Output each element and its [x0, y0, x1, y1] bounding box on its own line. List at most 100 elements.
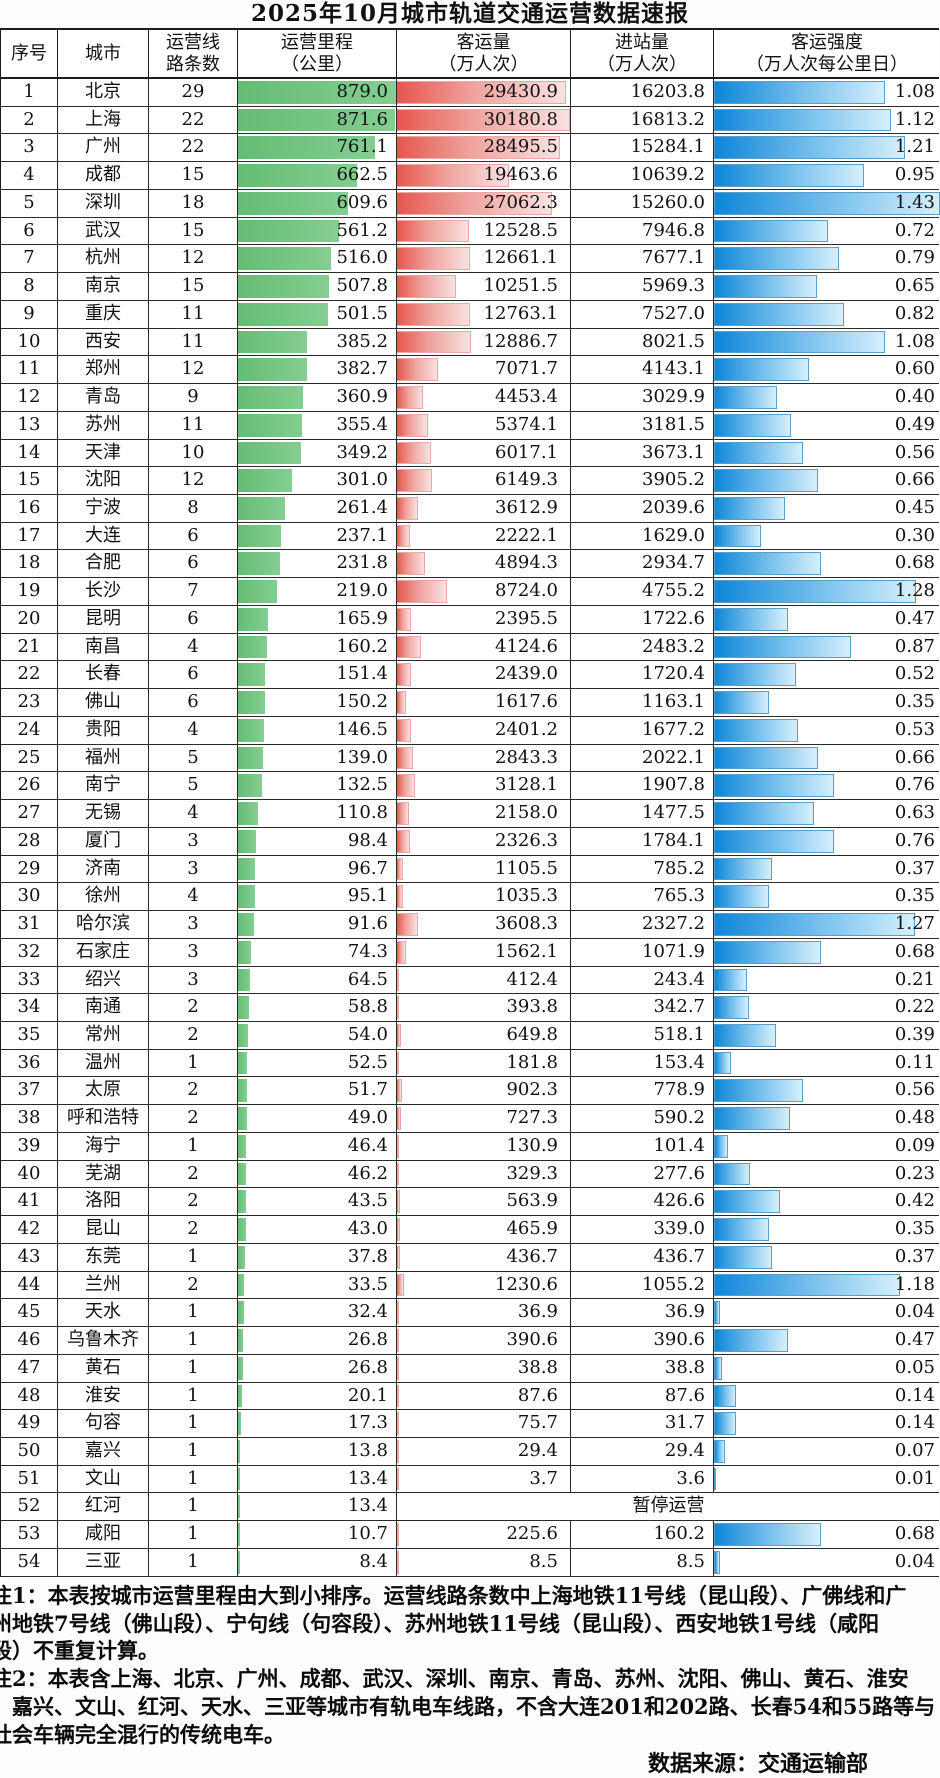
- volume-cell: 1035.3: [397, 883, 571, 911]
- volume-cell-text: 75.7: [517, 1412, 558, 1434]
- column-header-line: 客运强度: [791, 31, 863, 53]
- intensity-cell: 1.12: [714, 107, 940, 134]
- mileage-bar: [238, 136, 375, 160]
- rank-cell-text: 49: [17, 1412, 41, 1434]
- volume-bar: [397, 1523, 399, 1546]
- city-cell-text: 海宁: [85, 1134, 121, 1156]
- rank-cell-text: 43: [17, 1245, 41, 1267]
- city-cell: 太原: [58, 1077, 149, 1105]
- entries-cell-text: 153.4: [653, 1051, 705, 1073]
- intensity-cell-text: 0.22: [894, 996, 935, 1018]
- rank-cell: 35: [1, 1021, 58, 1049]
- intensity-cell-text: 0.79: [894, 247, 935, 269]
- mileage-bar: [238, 1218, 246, 1241]
- entries-cell: 426.6: [571, 1188, 714, 1216]
- line-count-cell-text: 6: [187, 663, 199, 685]
- entries-cell-text: 2483.2: [642, 635, 705, 657]
- line-count-cell: 4: [149, 800, 238, 827]
- volume-cell: 412.4: [397, 966, 571, 994]
- mileage-cell: 165.9: [238, 605, 397, 633]
- intensity-cell: 0.01: [714, 1466, 940, 1493]
- city-cell-text: 石家庄: [76, 940, 130, 962]
- table-row: 50 嘉兴 1 13.8 29.4 29.4 0.07: [1, 1437, 939, 1466]
- mileage-bar: [238, 857, 256, 881]
- entries-cell: 339.0: [571, 1216, 714, 1243]
- entries-cell: 243.4: [571, 966, 714, 994]
- mileage-cell: 43.0: [238, 1216, 397, 1243]
- mileage-bar: [238, 330, 308, 354]
- line-count-cell-text: 1: [187, 1134, 199, 1156]
- mileage-cell: 219.0: [238, 578, 397, 605]
- entries-cell-text: 8.5: [676, 1550, 705, 1572]
- volume-cell: 6149.3: [397, 467, 571, 495]
- volume-cell: 27062.3: [397, 189, 571, 217]
- mileage-cell: 146.5: [238, 716, 397, 744]
- entries-cell-text: 2022.1: [642, 746, 705, 768]
- line-count-cell-text: 1: [187, 1329, 199, 1351]
- rank-cell-text: 8: [23, 275, 35, 297]
- city-cell: 兰州: [58, 1271, 149, 1299]
- line-count-cell-text: 22: [181, 108, 205, 130]
- intensity-cell: 0.30: [714, 523, 940, 550]
- volume-cell-text: 1617.6: [495, 691, 558, 713]
- city-cell-text: 郑州: [85, 358, 121, 380]
- mileage-cell-text: 382.7: [336, 358, 388, 380]
- volume-cell: 2158.0: [397, 800, 571, 827]
- intensity-bar: [714, 1550, 721, 1574]
- rank-cell: 41: [1, 1188, 58, 1216]
- volume-bar: [397, 302, 471, 326]
- mileage-cell: 879.0: [238, 79, 397, 106]
- mileage-cell-text: 49.0: [347, 1107, 388, 1129]
- intensity-cell-text: 1.08: [894, 81, 935, 102]
- city-cell-text: 绍兴: [85, 968, 121, 990]
- mileage-cell-text: 58.8: [347, 996, 388, 1018]
- mileage-bar: [238, 469, 293, 493]
- line-count-cell: 1: [149, 1521, 238, 1548]
- entries-cell: 7527.0: [571, 300, 714, 328]
- mileage-bar: [238, 1190, 246, 1214]
- rank-cell-text: 27: [17, 802, 41, 824]
- table-row: 17 大连 6 237.1 2222.1 1629.0 0.30: [1, 522, 940, 551]
- intensity-cell: 0.56: [714, 440, 940, 467]
- table-row: 25 福州 5 139.0 2843.3 2022.1 0.66: [1, 744, 939, 773]
- entries-cell: 8.5: [571, 1548, 714, 1576]
- intensity-cell: 0.87: [714, 634, 940, 661]
- intensity-bar: [714, 81, 885, 104]
- entries-cell: 8021.5: [571, 328, 714, 356]
- line-count-cell-text: 2: [187, 996, 199, 1018]
- intensity-cell-text: 0.01: [894, 1467, 935, 1489]
- volume-cell: 12661.1: [397, 245, 571, 273]
- intensity-bar: [714, 497, 786, 520]
- mileage-cell-text: 91.6: [347, 913, 388, 935]
- mileage-cell-text: 139.0: [336, 746, 388, 768]
- city-cell-text: 常州: [85, 1023, 121, 1045]
- rank-cell: 28: [1, 827, 58, 855]
- rank-cell: 19: [1, 578, 58, 605]
- rank-cell: 20: [1, 605, 58, 633]
- mileage-bar: [238, 913, 255, 936]
- table-row: 28 厦门 3 98.4 2326.3 1784.1 0.76: [1, 827, 939, 856]
- volume-cell: 75.7: [397, 1410, 571, 1437]
- rank-cell-text: 12: [17, 386, 41, 408]
- entries-cell: 518.1: [571, 1021, 714, 1049]
- line-count-cell: 6: [149, 661, 238, 689]
- intensity-bar: [714, 552, 822, 576]
- city-cell-text: 长春: [85, 663, 121, 685]
- intensity-cell: 0.79: [714, 245, 940, 272]
- volume-cell: 10251.5: [397, 273, 571, 300]
- mileage-cell: 139.0: [238, 744, 397, 772]
- volume-bar: [397, 497, 418, 520]
- entries-cell: 16813.2: [571, 106, 714, 134]
- mileage-cell: 33.5: [238, 1271, 397, 1299]
- volume-cell: 1230.6: [397, 1271, 571, 1299]
- intensity-cell-text: 0.76: [894, 774, 935, 796]
- line-count-cell: 6: [149, 550, 238, 578]
- entries-cell-text: 778.9: [653, 1079, 705, 1101]
- volume-bar: [397, 1134, 399, 1158]
- rank-cell: 7: [1, 245, 58, 273]
- intensity-cell: 0.47: [714, 606, 940, 633]
- mileage-cell-text: 150.2: [336, 691, 388, 713]
- volume-bar: [397, 691, 407, 714]
- city-cell: 呼和浩特: [58, 1105, 149, 1132]
- mileage-cell: 95.1: [238, 883, 397, 911]
